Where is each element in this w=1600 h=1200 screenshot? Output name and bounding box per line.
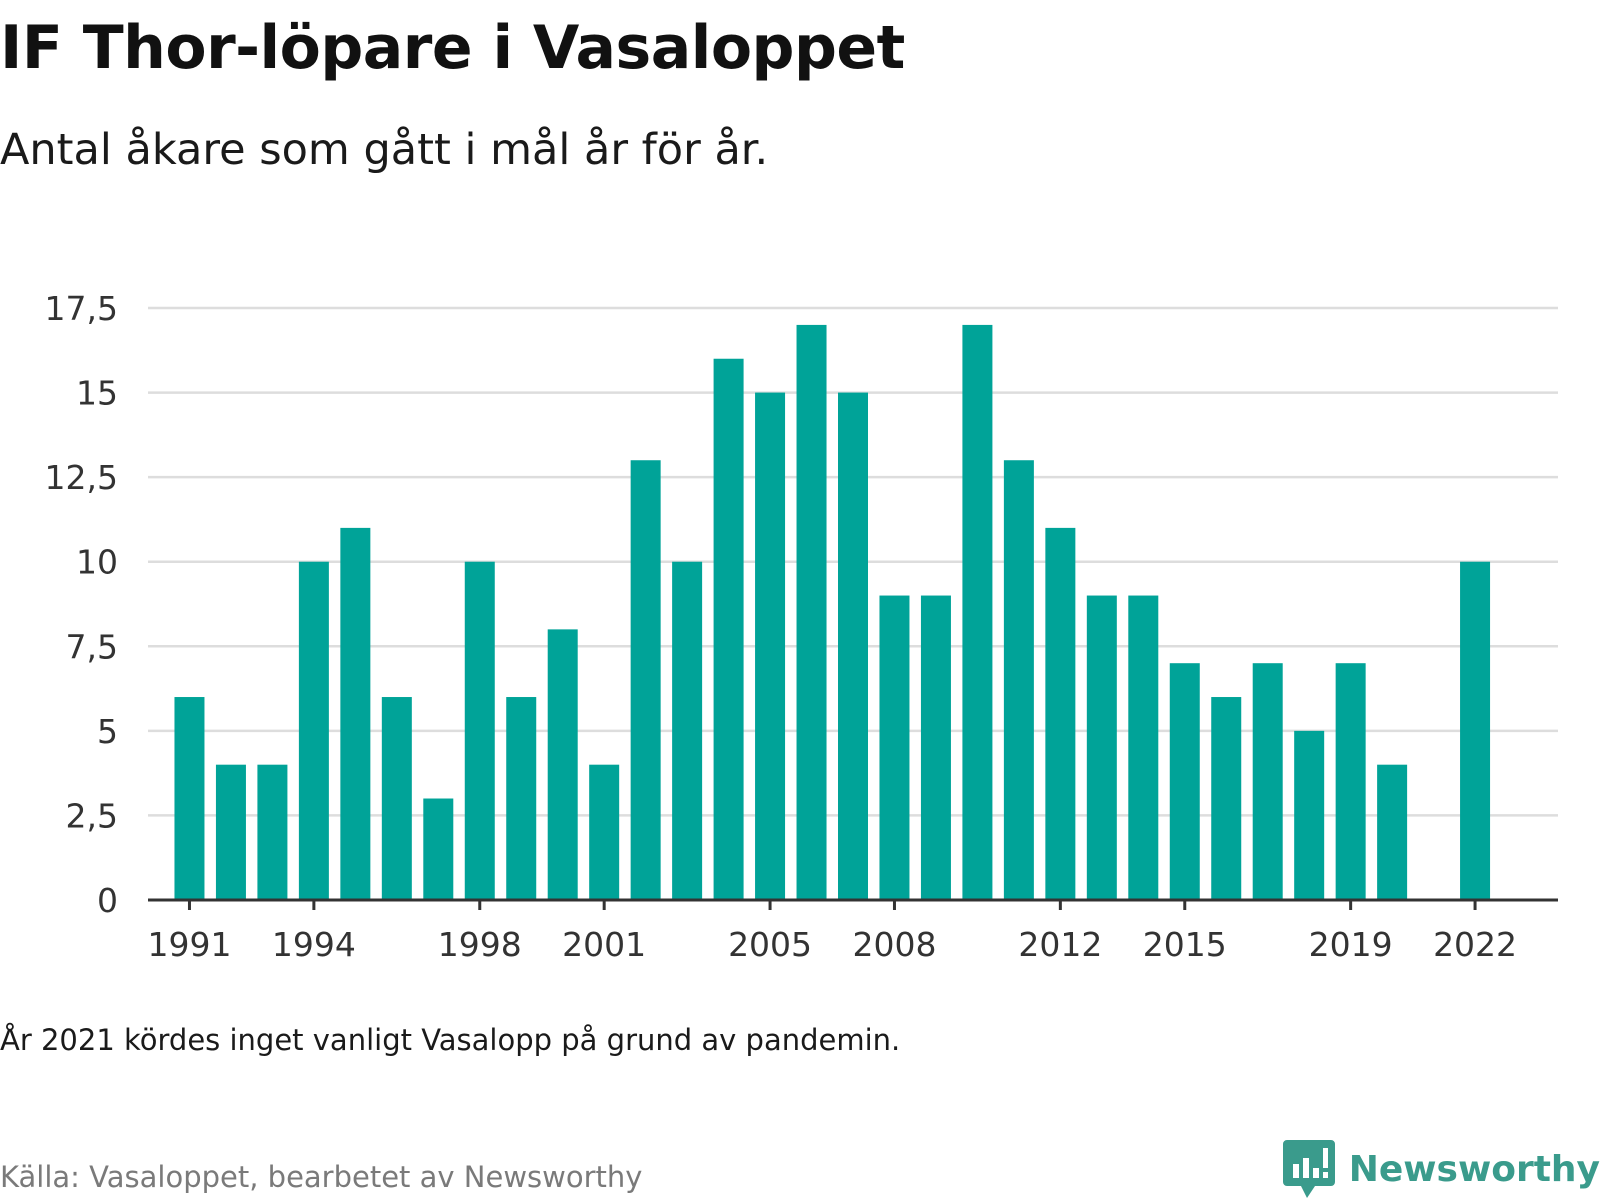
- source-credit: Källa: Vasaloppet, bearbetet av Newswort…: [0, 1160, 643, 1194]
- y-tick-label: 5: [97, 712, 118, 751]
- y-tick-label: 0: [97, 881, 118, 920]
- y-tick-label: 15: [76, 374, 118, 413]
- x-tick-label: 2022: [1433, 925, 1517, 964]
- bar: [381, 697, 412, 900]
- bar: [547, 629, 578, 900]
- bar: [1169, 663, 1200, 900]
- footnote: År 2021 kördes inget vanligt Vasalopp på…: [0, 1023, 901, 1057]
- bar: [298, 561, 329, 900]
- chart-subtitle: Antal åkare som gått i mål år för år.: [0, 125, 769, 175]
- bar: [713, 358, 744, 900]
- bar: [174, 697, 205, 900]
- x-tick-label: 2001: [562, 925, 646, 964]
- bar: [1460, 561, 1491, 900]
- bar: [589, 764, 620, 900]
- bar-chart: 0 2,5 5 7,5 10 12,5 15 17,5 1991 1994 1998 2001 200…: [45, 289, 1558, 964]
- y-tick-label: 10: [76, 543, 118, 582]
- chart-title: IF Thor-löpare i Vasaloppet: [0, 13, 905, 83]
- bars: [174, 324, 1491, 900]
- newsworthy-logo-icon: [1282, 1140, 1335, 1198]
- x-tick-label: 2019: [1309, 925, 1393, 964]
- x-tick-label: 1991: [147, 925, 231, 964]
- bar: [1045, 527, 1076, 900]
- bar: [672, 561, 703, 900]
- bar: [1335, 663, 1366, 900]
- x-tick-label: 1994: [272, 925, 356, 964]
- brand-name: Newsworthy: [1348, 1148, 1600, 1190]
- x-tick-label: 2015: [1143, 925, 1227, 964]
- bar: [1252, 663, 1283, 900]
- y-tick-label: 7,5: [66, 627, 118, 666]
- bar: [920, 595, 951, 900]
- bar: [1003, 460, 1034, 900]
- y-tick-label: 17,5: [45, 289, 118, 328]
- bar: [464, 561, 495, 900]
- bar: [796, 324, 827, 900]
- x-tick-label: 2008: [852, 925, 936, 964]
- bar: [1211, 697, 1242, 900]
- bar: [1294, 730, 1325, 900]
- y-axis-labels: 0 2,5 5 7,5 10 12,5 15 17,5: [45, 289, 118, 920]
- bar: [506, 697, 537, 900]
- x-axis: [148, 898, 1558, 910]
- x-tick-label: 2012: [1018, 925, 1102, 964]
- x-tick-label: 2005: [728, 925, 812, 964]
- bar: [1128, 595, 1159, 900]
- y-tick-label: 12,5: [45, 458, 118, 497]
- bar: [879, 595, 910, 900]
- bar: [340, 527, 371, 900]
- bar: [838, 392, 868, 900]
- bar: [423, 798, 454, 900]
- x-axis-labels: 1991 1994 1998 2001 2005 2008 2012 2015 2019 2022: [147, 925, 1517, 964]
- y-tick-label: 2,5: [66, 796, 118, 835]
- bar: [630, 460, 661, 900]
- brand: Newsworthy: [1282, 1140, 1600, 1198]
- bar: [1377, 764, 1408, 900]
- bar: [755, 392, 786, 900]
- bar: [215, 764, 246, 900]
- x-tick-label: 1998: [438, 925, 522, 964]
- bar: [257, 764, 288, 900]
- bar: [962, 324, 993, 900]
- bar: [1086, 595, 1117, 900]
